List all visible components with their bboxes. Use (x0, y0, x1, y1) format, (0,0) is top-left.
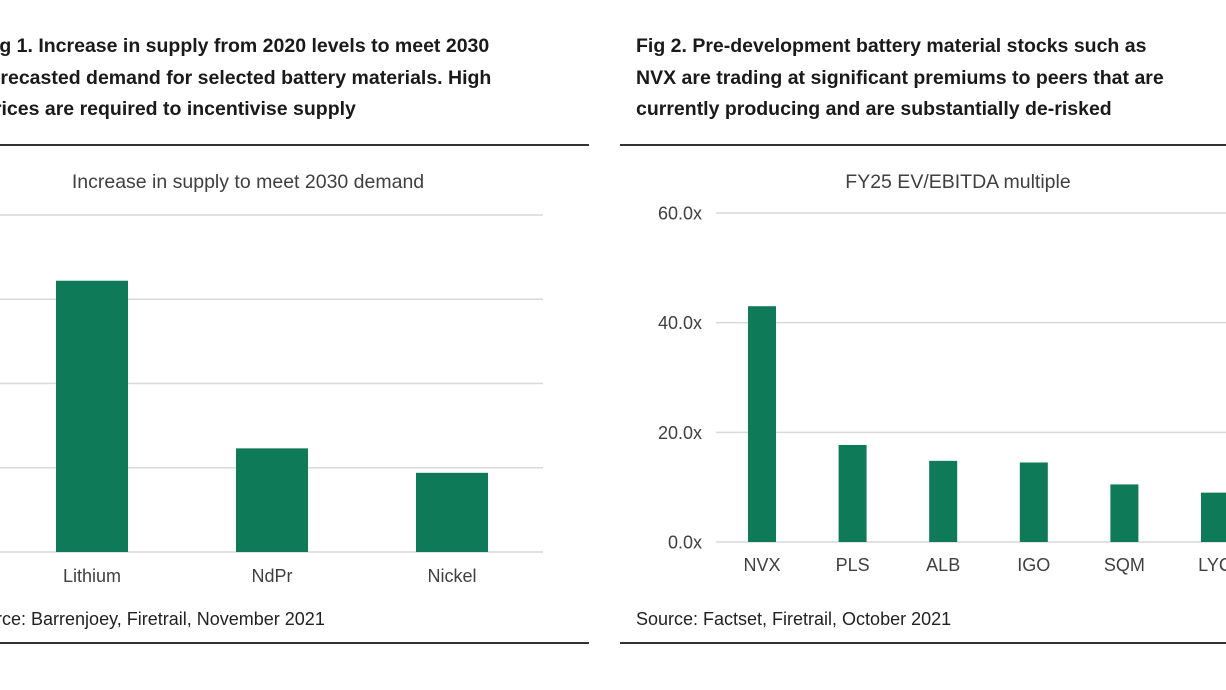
x-label-alb: ALB (926, 555, 960, 575)
x-label-nvx: NVX (743, 555, 780, 575)
bar-sqm (1110, 484, 1139, 542)
x-label-lithium: Lithium (63, 566, 121, 586)
figure-2-bottom-rule (620, 642, 1226, 644)
figure-2-top-rule (620, 144, 1226, 146)
figure-1-x-labels: Lithium NdPr Nickel (63, 566, 477, 586)
figure-1-top-rule (0, 144, 589, 146)
bar-nickel (416, 472, 488, 552)
bar-pls (838, 444, 867, 542)
figure-2-caption: Fig 2. Pre-development battery material … (636, 31, 1164, 126)
x-label-igo: IGO (1017, 555, 1050, 575)
y-tick-label: 60.0x (658, 204, 702, 224)
figure-1-chart-title: Increase in supply to meet 2030 demand (72, 171, 424, 193)
y-tick-label: 0.0x (668, 533, 702, 553)
bar-lithium (56, 280, 128, 552)
x-label-ndpr: NdPr (251, 566, 292, 586)
figure-2-chart: FY25 EV/EBITDA multiple 0.0x 20.0x 40.0x 60… (658, 171, 1226, 575)
figure-2-source: Source: Factset, Firetrail, October 2021 (636, 609, 952, 629)
bar-lyc (1201, 492, 1226, 542)
figure-2-y-tick-labels: 0.0x 20.0x 40.0x 60.0x (658, 204, 702, 553)
figure-2-caption-line-1: Fig 2. Pre-development battery material … (636, 35, 1147, 57)
x-label-lyc: LYC (1198, 555, 1226, 575)
figure-1-source: Source: Barrenjoey, Firetrail, November … (0, 609, 325, 629)
x-label-nickel: Nickel (427, 566, 476, 586)
y-tick-label: 40.0x (658, 313, 702, 333)
figure-1-bars (56, 280, 488, 552)
figure-2-chart-title: FY25 EV/EBITDA multiple (845, 171, 1070, 193)
figure-2-bars (748, 306, 1226, 542)
figure-1-caption-line-2: forecasted demand for selected battery m… (0, 66, 492, 89)
bar-igo (1019, 462, 1048, 542)
figure-1-caption-line-1: Fig 1. Increase in supply from 2020 leve… (0, 35, 490, 57)
y-tick-label: 20.0x (658, 423, 702, 443)
figure-2-caption-line-3: currently producing and are substantiall… (636, 98, 1112, 120)
x-label-pls: PLS (836, 555, 870, 575)
bar-alb (929, 460, 958, 542)
bar-ndpr (236, 448, 308, 552)
figure-1-chart: Increase in supply to meet 2030 demand L… (0, 171, 543, 586)
figure-1-caption-line-3: prices are required to incentivise suppl… (0, 98, 356, 120)
x-label-sqm: SQM (1104, 555, 1145, 575)
figure-1-caption: Fig 1. Increase in supply from 2020 leve… (0, 31, 491, 126)
figure-1-bottom-rule (0, 642, 589, 644)
bar-nvx (748, 306, 776, 542)
figure-2-gridlines (716, 212, 1226, 543)
figure-2-x-labels: NVX PLS ALB IGO SQM LYC (743, 555, 1226, 575)
figure-2-caption-line-2: NVX are trading at significant premiums … (636, 66, 1164, 89)
